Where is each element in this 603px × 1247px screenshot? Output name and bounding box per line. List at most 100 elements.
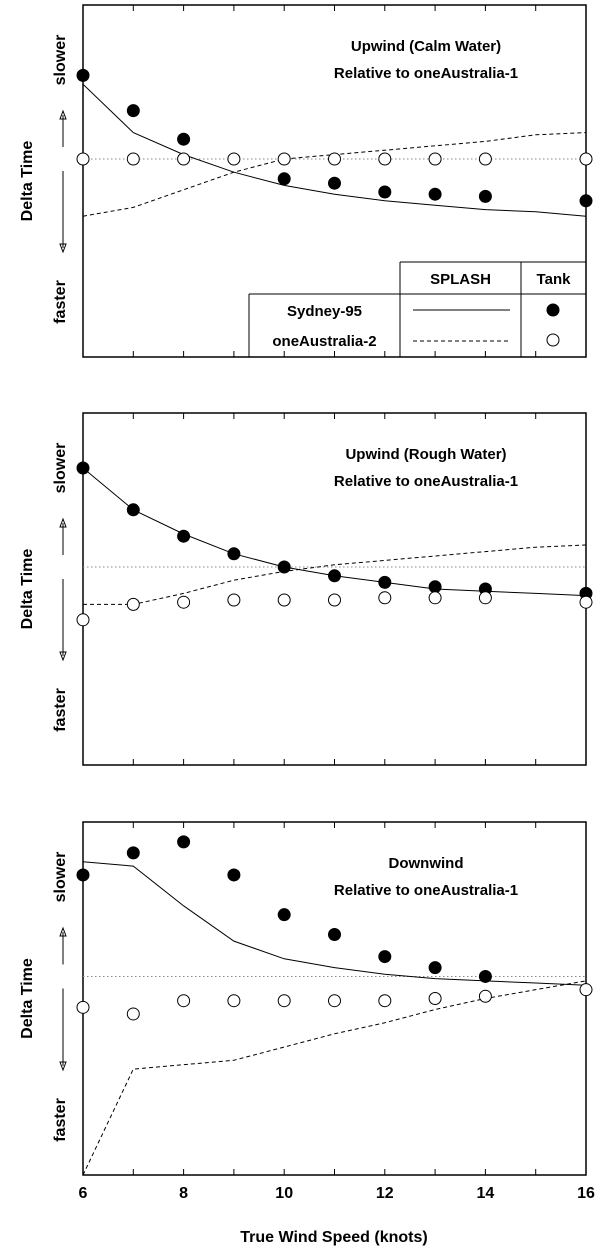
point-sydney-95-tank <box>227 868 241 882</box>
legend-row-oneaustralia-2: oneAustralia-2 <box>272 333 376 350</box>
point-oneaustralia-2-tank <box>227 994 241 1008</box>
slower-arrow-head <box>59 109 67 120</box>
line-oneaustralia-2-splash <box>83 132 586 217</box>
faster-arrow-head <box>59 243 67 254</box>
point-sydney-95-tank <box>428 961 442 975</box>
legend-row-sydney-95: Sydney-95 <box>287 303 362 320</box>
point-oneaustralia-2-tank <box>227 152 241 166</box>
faster-arrow-head <box>59 1061 67 1072</box>
legend-open-marker-sample <box>546 333 560 347</box>
chart-title: Downwind <box>389 855 464 872</box>
point-sydney-95-tank <box>177 132 191 146</box>
slower-label: slower <box>52 852 69 903</box>
chart-subtitle: Relative to oneAustralia-1 <box>334 65 518 82</box>
legend-header-tank: Tank <box>537 271 572 288</box>
slower-arrow-head <box>59 926 67 937</box>
plot-frame <box>82 412 587 766</box>
point-oneaustralia-2-tank <box>378 591 392 605</box>
point-sydney-95-tank <box>428 187 442 201</box>
point-oneaustralia-2-tank <box>579 152 593 166</box>
point-sydney-95-tank <box>328 928 341 942</box>
point-oneaustralia-2-tank <box>76 1000 90 1014</box>
y-axis-label: Delta Time <box>19 549 36 630</box>
point-sydney-95-tank <box>478 969 492 983</box>
chart-panel-1: Delta Time slower faster Upwind (Calm Water… <box>19 4 593 358</box>
point-oneaustralia-2-tank <box>277 994 291 1008</box>
x-tick-label: 16 <box>577 1185 595 1202</box>
point-oneaustralia-2-tank <box>579 983 593 997</box>
point-sydney-95-tank <box>378 575 392 589</box>
point-sydney-95-tank <box>277 908 291 922</box>
chart-subtitle: Relative to oneAustralia-1 <box>334 473 518 490</box>
point-sydney-95-tank <box>328 569 341 583</box>
legend-header-splash: SPLASH <box>430 271 491 288</box>
point-oneaustralia-2-tank <box>76 613 90 627</box>
line-oneaustralia-2-splash <box>83 544 586 605</box>
point-oneaustralia-2-tank <box>579 595 593 609</box>
chart-panel-2: Delta Time slower faster Upwind (Rough Wate… <box>19 412 593 766</box>
line-sydney-95-splash <box>83 83 586 217</box>
point-oneaustralia-2-tank <box>378 994 392 1008</box>
point-sydney-95-tank <box>227 547 241 561</box>
line-sydney-95-splash <box>83 861 586 986</box>
point-sydney-95-tank <box>76 461 90 475</box>
point-sydney-95-tank <box>76 68 90 82</box>
point-oneaustralia-2-tank <box>428 591 442 605</box>
x-axis-label: True Wind Speed (knots) <box>240 1229 427 1246</box>
x-tick-label: 12 <box>376 1185 394 1202</box>
point-oneaustralia-2-tank <box>428 992 442 1005</box>
chart-panel-3: Delta Time slower faster Downwind Relative t… <box>19 821 595 1202</box>
point-oneaustralia-2-tank <box>126 1007 140 1021</box>
x-tick-label: 10 <box>275 1185 293 1202</box>
line-oneaustralia-2-splash <box>83 980 586 1175</box>
faster-label: faster <box>52 1098 69 1142</box>
point-oneaustralia-2-tank <box>378 152 392 166</box>
y-axis-label: Delta Time <box>19 958 36 1039</box>
point-oneaustralia-2-tank <box>227 593 241 607</box>
point-oneaustralia-2-tank <box>328 994 341 1008</box>
point-oneaustralia-2-tank <box>126 597 140 611</box>
point-sydney-95-tank <box>76 868 90 882</box>
point-sydney-95-tank <box>378 950 392 964</box>
point-sydney-95-tank <box>277 172 291 186</box>
x-tick-label: 6 <box>79 1185 88 1202</box>
faster-label: faster <box>52 688 69 732</box>
point-oneaustralia-2-tank <box>277 593 291 607</box>
point-sydney-95-tank <box>126 104 140 118</box>
point-sydney-95-tank <box>277 560 291 574</box>
point-oneaustralia-2-tank <box>428 152 442 166</box>
y-axis-label: Delta Time <box>19 141 36 222</box>
point-oneaustralia-2-tank <box>76 152 90 166</box>
point-oneaustralia-2-tank <box>177 152 191 166</box>
slower-label: slower <box>52 443 69 494</box>
point-sydney-95-tank <box>579 194 593 208</box>
point-oneaustralia-2-tank <box>126 152 140 166</box>
point-oneaustralia-2-tank <box>328 593 341 607</box>
x-tick-label: 8 <box>179 1185 188 1202</box>
chart-title: Upwind (Calm Water) <box>351 38 501 55</box>
faster-arrow-head <box>59 651 67 662</box>
point-sydney-95-tank <box>328 176 341 190</box>
point-sydney-95-tank <box>126 846 140 860</box>
point-oneaustralia-2-tank <box>478 591 492 605</box>
x-tick-label: 14 <box>477 1185 495 1202</box>
point-sydney-95-tank <box>428 580 442 594</box>
legend: SPLASH Tank Sydney-95 oneAustralia-2 <box>248 261 586 357</box>
point-oneaustralia-2-tank <box>277 152 291 166</box>
point-sydney-95-tank <box>177 529 191 543</box>
point-sydney-95-tank <box>177 835 191 849</box>
chart-subtitle: Relative to oneAustralia-1 <box>334 882 518 899</box>
legend-filled-marker-sample <box>546 303 560 317</box>
slower-arrow-head <box>59 517 67 528</box>
point-oneaustralia-2-tank <box>177 994 191 1008</box>
point-oneaustralia-2-tank <box>177 595 191 609</box>
point-oneaustralia-2-tank <box>328 152 341 166</box>
faster-label: faster <box>52 280 69 324</box>
point-oneaustralia-2-tank <box>478 152 492 166</box>
point-sydney-95-tank <box>378 185 392 199</box>
point-sydney-95-tank <box>478 189 492 203</box>
chart-title: Upwind (Rough Water) <box>345 446 506 463</box>
slower-label: slower <box>52 35 69 86</box>
point-sydney-95-tank <box>126 503 140 517</box>
